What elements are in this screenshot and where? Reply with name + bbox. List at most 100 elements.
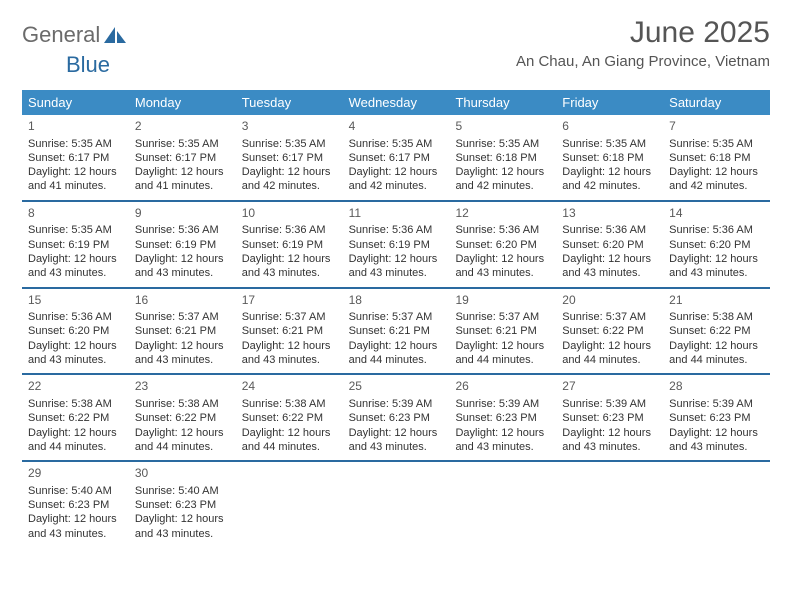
sunrise-text: Sunrise: 5:37 AM (349, 310, 444, 324)
day-header-monday: Monday (129, 90, 236, 115)
daylight-line-1: Daylight: 12 hours (455, 339, 550, 353)
day-number: 6 (562, 119, 657, 135)
day-cell: 8Sunrise: 5:35 AMSunset: 6:19 PMDaylight… (22, 202, 129, 287)
sunset-text: Sunset: 6:19 PM (135, 238, 230, 252)
daylight-line-2: and 44 minutes. (669, 353, 764, 367)
sunrise-text: Sunrise: 5:35 AM (562, 137, 657, 151)
week-row: 8Sunrise: 5:35 AMSunset: 6:19 PMDaylight… (22, 200, 770, 287)
sunset-text: Sunset: 6:23 PM (562, 411, 657, 425)
day-number: 24 (242, 379, 337, 395)
sunset-text: Sunset: 6:17 PM (242, 151, 337, 165)
day-cell: 6Sunrise: 5:35 AMSunset: 6:18 PMDaylight… (556, 115, 663, 200)
header-row: General June 2025 An Chau, An Giang Prov… (22, 16, 770, 70)
sunset-text: Sunset: 6:23 PM (349, 411, 444, 425)
week-row: 22Sunrise: 5:38 AMSunset: 6:22 PMDayligh… (22, 373, 770, 460)
day-header-tuesday: Tuesday (236, 90, 343, 115)
daylight-line-1: Daylight: 12 hours (349, 252, 444, 266)
weeks-container: 1Sunrise: 5:35 AMSunset: 6:17 PMDaylight… (22, 115, 770, 547)
day-number: 12 (455, 206, 550, 222)
day-number: 2 (135, 119, 230, 135)
daylight-line-2: and 42 minutes. (455, 179, 550, 193)
location-text: An Chau, An Giang Province, Vietnam (516, 53, 770, 70)
week-row: 1Sunrise: 5:35 AMSunset: 6:17 PMDaylight… (22, 115, 770, 200)
daylight-line-1: Daylight: 12 hours (135, 252, 230, 266)
daylight-line-1: Daylight: 12 hours (28, 165, 123, 179)
day-cell: 26Sunrise: 5:39 AMSunset: 6:23 PMDayligh… (449, 375, 556, 460)
sunset-text: Sunset: 6:20 PM (28, 324, 123, 338)
sunset-text: Sunset: 6:23 PM (28, 498, 123, 512)
daylight-line-2: and 44 minutes. (28, 440, 123, 454)
daylight-line-1: Daylight: 12 hours (455, 426, 550, 440)
day-number: 30 (135, 466, 230, 482)
daylight-line-1: Daylight: 12 hours (28, 339, 123, 353)
sunrise-text: Sunrise: 5:35 AM (28, 223, 123, 237)
sunset-text: Sunset: 6:17 PM (349, 151, 444, 165)
day-cell: 19Sunrise: 5:37 AMSunset: 6:21 PMDayligh… (449, 289, 556, 374)
day-number: 18 (349, 293, 444, 309)
day-cell: 29Sunrise: 5:40 AMSunset: 6:23 PMDayligh… (22, 462, 129, 547)
day-cell: 16Sunrise: 5:37 AMSunset: 6:21 PMDayligh… (129, 289, 236, 374)
sunrise-text: Sunrise: 5:37 AM (455, 310, 550, 324)
logo-blue-wrap: Blue (66, 52, 116, 78)
sunset-text: Sunset: 6:22 PM (28, 411, 123, 425)
day-number: 15 (28, 293, 123, 309)
day-number: 4 (349, 119, 444, 135)
daylight-line-1: Daylight: 12 hours (455, 252, 550, 266)
day-cell: 9Sunrise: 5:36 AMSunset: 6:19 PMDaylight… (129, 202, 236, 287)
day-number: 29 (28, 466, 123, 482)
day-header-thursday: Thursday (449, 90, 556, 115)
sunset-text: Sunset: 6:23 PM (669, 411, 764, 425)
day-cell: 23Sunrise: 5:38 AMSunset: 6:22 PMDayligh… (129, 375, 236, 460)
day-cell: 25Sunrise: 5:39 AMSunset: 6:23 PMDayligh… (343, 375, 450, 460)
daylight-line-2: and 43 minutes. (562, 440, 657, 454)
day-cell: 30Sunrise: 5:40 AMSunset: 6:23 PMDayligh… (129, 462, 236, 547)
calendar: Sunday Monday Tuesday Wednesday Thursday… (22, 90, 770, 547)
day-cell: 5Sunrise: 5:35 AMSunset: 6:18 PMDaylight… (449, 115, 556, 200)
day-cell: 15Sunrise: 5:36 AMSunset: 6:20 PMDayligh… (22, 289, 129, 374)
day-cell: 14Sunrise: 5:36 AMSunset: 6:20 PMDayligh… (663, 202, 770, 287)
daylight-line-2: and 43 minutes. (28, 353, 123, 367)
sunset-text: Sunset: 6:23 PM (135, 498, 230, 512)
sunset-text: Sunset: 6:18 PM (562, 151, 657, 165)
sunset-text: Sunset: 6:22 PM (242, 411, 337, 425)
daylight-line-2: and 44 minutes. (562, 353, 657, 367)
daylight-line-1: Daylight: 12 hours (669, 426, 764, 440)
day-cell: 24Sunrise: 5:38 AMSunset: 6:22 PMDayligh… (236, 375, 343, 460)
sunset-text: Sunset: 6:18 PM (455, 151, 550, 165)
sunset-text: Sunset: 6:17 PM (135, 151, 230, 165)
sunrise-text: Sunrise: 5:37 AM (135, 310, 230, 324)
day-number: 19 (455, 293, 550, 309)
day-header-friday: Friday (556, 90, 663, 115)
sunrise-text: Sunrise: 5:39 AM (669, 397, 764, 411)
daylight-line-1: Daylight: 12 hours (28, 252, 123, 266)
sunrise-text: Sunrise: 5:35 AM (669, 137, 764, 151)
sunset-text: Sunset: 6:22 PM (562, 324, 657, 338)
daylight-line-2: and 44 minutes. (135, 440, 230, 454)
sunset-text: Sunset: 6:17 PM (28, 151, 123, 165)
daylight-line-2: and 43 minutes. (455, 440, 550, 454)
daylight-line-2: and 43 minutes. (28, 527, 123, 541)
calendar-page: General June 2025 An Chau, An Giang Prov… (0, 0, 792, 612)
daylight-line-2: and 43 minutes. (562, 266, 657, 280)
logo-text-general: General (22, 22, 100, 48)
logo-text-blue: Blue (66, 52, 110, 77)
daylight-line-2: and 41 minutes. (135, 179, 230, 193)
daylight-line-1: Daylight: 12 hours (242, 165, 337, 179)
daylight-line-2: and 43 minutes. (669, 440, 764, 454)
daylight-line-1: Daylight: 12 hours (242, 426, 337, 440)
daylight-line-1: Daylight: 12 hours (135, 339, 230, 353)
daylight-line-2: and 43 minutes. (242, 266, 337, 280)
daylight-line-1: Daylight: 12 hours (135, 426, 230, 440)
day-cell: 22Sunrise: 5:38 AMSunset: 6:22 PMDayligh… (22, 375, 129, 460)
day-number: 5 (455, 119, 550, 135)
day-header-row: Sunday Monday Tuesday Wednesday Thursday… (22, 90, 770, 115)
week-row: 29Sunrise: 5:40 AMSunset: 6:23 PMDayligh… (22, 460, 770, 547)
day-cell: 28Sunrise: 5:39 AMSunset: 6:23 PMDayligh… (663, 375, 770, 460)
daylight-line-2: and 44 minutes. (349, 353, 444, 367)
sunset-text: Sunset: 6:22 PM (135, 411, 230, 425)
sunset-text: Sunset: 6:21 PM (135, 324, 230, 338)
daylight-line-1: Daylight: 12 hours (562, 426, 657, 440)
day-number: 8 (28, 206, 123, 222)
day-cell: 27Sunrise: 5:39 AMSunset: 6:23 PMDayligh… (556, 375, 663, 460)
sunset-text: Sunset: 6:20 PM (455, 238, 550, 252)
